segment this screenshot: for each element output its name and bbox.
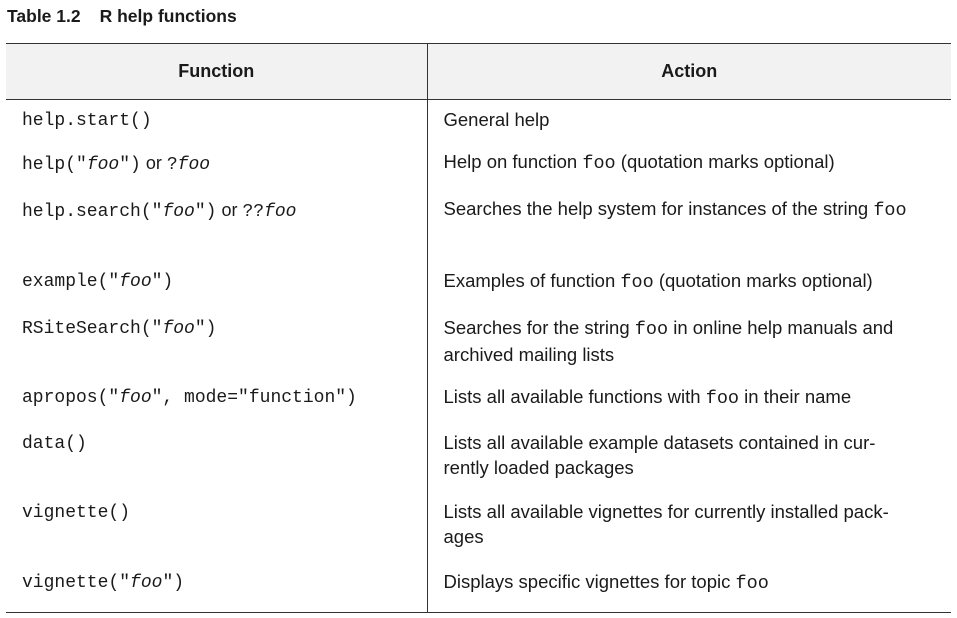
- code-placeholder: foo: [264, 201, 297, 222]
- code-text: apropos(": [22, 387, 120, 408]
- help-functions-table: Function Action help.start() General hel…: [6, 43, 951, 613]
- header-function: Function: [6, 43, 428, 100]
- code-text: vignette(": [22, 572, 131, 593]
- action-text: in their name: [739, 385, 852, 407]
- action-text: General help: [443, 109, 550, 130]
- code-text: "): [119, 154, 141, 175]
- code-text: RSiteSearch(": [22, 318, 163, 339]
- code-text: help.search(": [22, 201, 163, 222]
- function-cell: data(): [6, 422, 428, 492]
- action-text: Lists all available example datasets con…: [443, 431, 876, 453]
- code-placeholder: foo: [119, 271, 152, 292]
- code-placeholder: foo: [119, 387, 152, 408]
- code-placeholder: foo: [162, 201, 195, 222]
- table-row: apropos("foo", mode="function") Lists al…: [6, 376, 951, 423]
- action-cell: Lists all available example datasets con…: [427, 423, 951, 492]
- or-text: or: [140, 152, 167, 173]
- code-text: ?: [166, 154, 178, 175]
- code-placeholder: foo: [162, 318, 195, 339]
- action-cell: Lists all available vignettes for curren…: [427, 492, 951, 562]
- function-cell: help.search("foo") or ??foo: [6, 188, 428, 261]
- action-text: Searches for the string: [443, 316, 635, 338]
- table-row: example("foo") Examples of function foo …: [6, 260, 951, 308]
- header-action: Action: [427, 43, 951, 100]
- code-text: ??: [242, 201, 265, 222]
- table-row: data() Lists all available example datas…: [6, 422, 951, 492]
- action-text: ages: [443, 525, 484, 547]
- action-cell: Searches the help system for instances o…: [427, 189, 951, 261]
- function-cell: apropos("foo", mode="function"): [6, 376, 428, 423]
- action-code: foo: [582, 152, 616, 174]
- code-text: ", mode="function"): [151, 387, 357, 408]
- code-text: help(": [22, 154, 87, 175]
- function-cell: vignette("foo"): [6, 561, 428, 613]
- code-placeholder: foo: [130, 572, 163, 593]
- code-text: "): [194, 318, 217, 339]
- action-text: Examples of function: [443, 269, 621, 291]
- action-cell: Lists all available functions with foo i…: [427, 377, 951, 423]
- table-row: vignette() Lists all available vignettes…: [6, 491, 951, 562]
- action-text: Displays specific vignettes for topic: [443, 570, 736, 592]
- code-text: help.start(): [22, 111, 152, 131]
- action-text: Lists all available vignettes for curren…: [443, 500, 889, 522]
- table-caption: Table 1.2 R help functions: [7, 6, 237, 27]
- table-header: Function Action: [6, 43, 951, 100]
- action-text: in online help manuals and archived mail…: [443, 316, 899, 365]
- function-cell: help("foo") or ?foo: [6, 141, 428, 189]
- action-text: Help on function: [443, 150, 583, 172]
- table-row: RSiteSearch("foo") Searches for the stri…: [6, 307, 951, 377]
- action-code: foo: [705, 387, 740, 409]
- action-code: foo: [873, 199, 907, 221]
- function-cell: help.start(): [6, 99, 428, 142]
- action-text: rently loaded packages: [443, 456, 634, 478]
- action-cell: Searches for the string foo in online he…: [427, 308, 951, 377]
- table-body: help.start() General help help("foo") or…: [6, 99, 951, 613]
- code-text: data(): [22, 433, 87, 454]
- action-cell: Displays specific vignettes for topic fo…: [427, 561, 951, 613]
- action-cell: General help: [427, 100, 951, 142]
- table-row: vignette("foo") Displays specific vignet…: [6, 561, 951, 613]
- code-placeholder: foo: [177, 154, 211, 175]
- code-text: "): [194, 201, 217, 222]
- action-cell: Examples of function foo (quotation mark…: [427, 261, 951, 308]
- table-title: R help functions: [99, 6, 237, 26]
- action-code: foo: [620, 271, 654, 293]
- action-cell: Help on function foo (quotation marks op…: [427, 142, 951, 189]
- action-text: (quotation marks optional): [653, 269, 873, 291]
- function-cell: vignette(): [6, 491, 428, 562]
- code-text: "): [162, 572, 185, 593]
- code-placeholder: foo: [86, 154, 120, 175]
- table-number: Table 1.2: [7, 6, 81, 26]
- code-text: "): [151, 271, 174, 292]
- action-text: Searches the help system for instances o…: [443, 197, 874, 219]
- table-row: help.start() General help: [6, 99, 951, 142]
- table-row: help("foo") or ?foo Help on function foo…: [6, 141, 951, 189]
- or-text: or: [216, 199, 243, 220]
- action-code: foo: [735, 572, 769, 594]
- header-row: Function Action: [6, 43, 951, 100]
- function-cell: RSiteSearch("foo"): [6, 307, 428, 377]
- function-cell: example("foo"): [6, 260, 428, 308]
- table-row: help.search("foo") or ??foo Searches the…: [6, 188, 951, 261]
- action-text: Lists all available functions with: [443, 385, 706, 407]
- code-text: vignette(): [22, 502, 131, 523]
- code-text: example(": [22, 271, 120, 292]
- action-code: foo: [634, 318, 669, 340]
- action-text: (quotation marks optional): [615, 150, 835, 172]
